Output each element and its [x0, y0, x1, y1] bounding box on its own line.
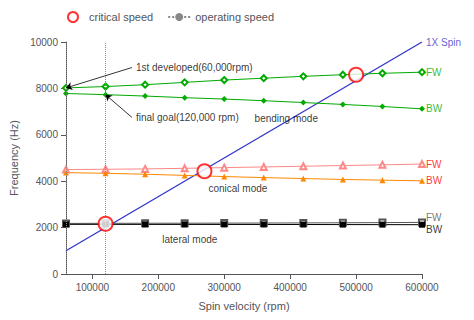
svg-text:6000: 6000: [36, 129, 59, 140]
svg-text:Frequency (Hz): Frequency (Hz): [8, 120, 20, 196]
svg-text:1X Spin: 1X Spin: [426, 37, 461, 48]
svg-text:final goal(120,000 rpm): final goal(120,000 rpm): [136, 112, 239, 123]
svg-text:conical mode: conical mode: [208, 183, 267, 194]
svg-text:0: 0: [52, 269, 58, 280]
svg-text:FW: FW: [426, 159, 442, 170]
svg-text:4000: 4000: [36, 176, 59, 187]
svg-text:BW: BW: [426, 224, 443, 235]
svg-text:lateral mode: lateral mode: [162, 234, 217, 245]
svg-text:bending mode: bending mode: [255, 113, 319, 124]
svg-text:FW: FW: [426, 67, 442, 78]
svg-text:FW: FW: [426, 212, 442, 223]
svg-text:100000: 100000: [76, 282, 110, 293]
svg-text:operating speed: operating speed: [195, 11, 274, 23]
svg-text:400000: 400000: [273, 282, 307, 293]
svg-text:Spin velocity (rpm): Spin velocity (rpm): [198, 300, 289, 312]
svg-text:BW: BW: [426, 103, 443, 114]
svg-text:500000: 500000: [339, 282, 373, 293]
svg-text:600000: 600000: [405, 282, 439, 293]
svg-text:BW: BW: [426, 175, 443, 186]
svg-text:10000: 10000: [30, 37, 58, 48]
svg-text:8000: 8000: [36, 83, 59, 94]
svg-text:1st developed(60,000rpm): 1st developed(60,000rpm): [136, 62, 253, 73]
svg-text:critical speed: critical speed: [89, 11, 153, 23]
svg-text:300000: 300000: [208, 282, 242, 293]
svg-text:200000: 200000: [142, 282, 176, 293]
svg-text:2000: 2000: [36, 222, 59, 233]
